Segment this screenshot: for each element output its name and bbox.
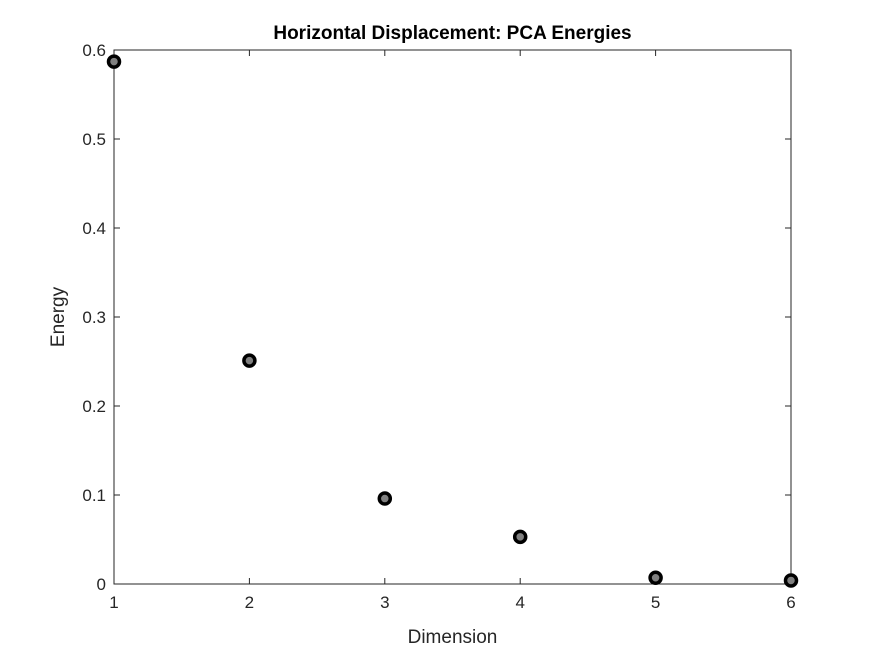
x-tick-label: 3 [380,593,389,612]
y-tick-label: 0.6 [82,41,106,60]
data-point [783,573,799,588]
x-tick-label: 4 [515,593,524,612]
x-tick-label: 2 [245,593,254,612]
data-point [242,353,257,368]
x-axis-tick-labels: 1 2 3 4 5 6 [109,593,795,612]
x-axis-title: Dimension [408,627,498,648]
chart-title: Horizontal Displacement: PCA Energies [273,23,631,44]
data-point [377,491,393,506]
y-tick-label: 0.1 [82,486,106,505]
data-point [512,529,528,545]
data-point [106,54,122,69]
y-tick-label: 0 [97,575,106,594]
x-tick-label: 1 [109,593,118,612]
x-tick-label: 6 [786,593,795,612]
y-tick-label: 0.2 [82,397,106,416]
axes-box [113,49,792,585]
y-axis-title: Energy [48,286,69,347]
x-tick-label: 5 [651,593,660,612]
data-point [648,570,663,586]
y-tick-label: 0.4 [82,219,106,238]
y-axis-tick-labels: 0 0.1 0.2 0.3 0.4 0.5 0.6 [82,41,106,594]
data-points [106,54,799,588]
y-tick-label: 0.3 [82,308,106,327]
y-tick-label: 0.5 [82,130,106,149]
